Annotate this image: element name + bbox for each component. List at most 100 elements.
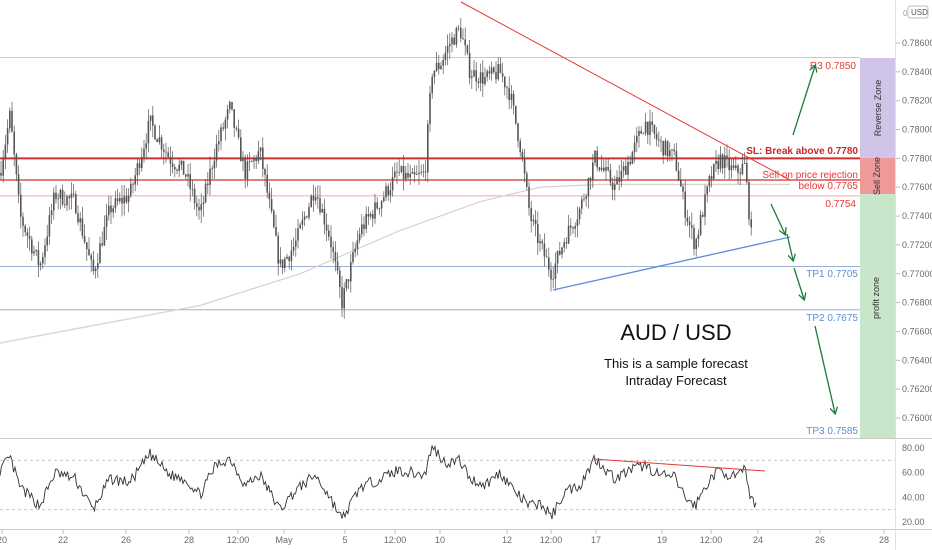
currency-box[interactable] (907, 5, 929, 19)
candle-body-93 (204, 183, 207, 203)
candle-body-26 (57, 198, 59, 200)
candle-body-245 (539, 241, 541, 244)
candle-body-79 (174, 166, 176, 170)
candle-body-136 (299, 224, 301, 229)
candle-body-246 (541, 241, 543, 244)
candle-body-234 (515, 105, 517, 124)
candle-body-297 (653, 125, 656, 134)
candle-body-90 (198, 206, 200, 211)
candle-body-0 (0, 172, 2, 176)
candle-body-163 (358, 234, 361, 241)
candle-body-183 (402, 165, 405, 180)
rsi-axis-ticks: 80.00 60.00 40.00 20.00 (902, 443, 925, 527)
candle-body-124 (273, 211, 275, 227)
candle-body-178 (391, 177, 394, 191)
candle-body-207 (455, 27, 458, 45)
candle-body-42 (92, 259, 95, 272)
candle-body-69 (152, 115, 154, 126)
candle-body-272 (598, 167, 601, 170)
candle-body-76 (167, 152, 169, 157)
candle-body-304 (669, 150, 671, 157)
candle-body-109 (240, 137, 242, 162)
candle-body-301 (662, 141, 664, 156)
candle-body-30 (66, 196, 68, 206)
candle-body-18 (39, 263, 42, 266)
candle-body-179 (394, 171, 396, 178)
candle-body-25 (55, 192, 57, 200)
candle-body-1 (2, 159, 4, 176)
candle-body-247 (543, 243, 546, 257)
candle-body-173 (380, 201, 383, 209)
down-arrow-1 (770, 203, 785, 234)
candle-body-177 (389, 190, 392, 196)
candle-body-309 (680, 180, 682, 187)
candle-body-189 (416, 174, 418, 175)
candle-body-320 (704, 194, 706, 217)
candle-body-168 (369, 213, 372, 217)
candle-body-232 (510, 93, 513, 101)
candle-body-210 (462, 38, 464, 40)
candle-body-22 (48, 215, 51, 237)
time-tick-10: 12:00 (540, 535, 563, 545)
candle-body-224 (493, 67, 495, 73)
candle-body-36 (79, 218, 81, 223)
candle-body-270 (594, 150, 596, 163)
price-tick-5: 0.77600 (902, 182, 932, 192)
candle-body-38 (83, 235, 86, 243)
candle-body-293 (644, 121, 647, 134)
candle-body-291 (640, 130, 642, 134)
candle-body-132 (290, 250, 293, 262)
candle-body-241 (530, 208, 532, 222)
candle-body-322 (708, 176, 711, 187)
candle-body-271 (596, 150, 598, 168)
candle-body-276 (607, 167, 609, 170)
candle-body-228 (501, 73, 504, 77)
candle-body-6 (13, 131, 15, 155)
candle-body-150 (330, 236, 332, 248)
candle-body-184 (405, 172, 407, 180)
candle-body-142 (312, 195, 315, 201)
candle-body-299 (658, 139, 660, 141)
support-trendline (552, 236, 791, 291)
candle-body-340 (748, 181, 750, 220)
candle-body-81 (178, 164, 180, 171)
candle-body-61 (134, 175, 136, 185)
candle-body-215 (473, 70, 475, 77)
currency-label: USD (911, 8, 928, 17)
candle-body-280 (616, 177, 618, 185)
r3-label: R3 0.7850 (810, 61, 857, 72)
candle-body-257 (565, 242, 568, 244)
candle-body-337 (741, 163, 744, 174)
candle-body-277 (609, 169, 612, 183)
candle-body-334 (735, 165, 737, 168)
candle-body-114 (251, 161, 253, 163)
candle-body-19 (42, 256, 44, 264)
candle-body-243 (534, 219, 537, 225)
time-tick-1: 22 (58, 535, 68, 545)
candle-body-213 (468, 52, 471, 79)
candle-body-205 (451, 37, 453, 45)
candle-body-119 (262, 147, 264, 169)
candle-body-45 (99, 243, 101, 264)
candle-body-167 (367, 213, 370, 217)
candle-body-86 (189, 174, 191, 189)
candle-body-330 (726, 155, 728, 158)
trendlines-layer (460, 1, 791, 291)
candle-body-101 (222, 127, 224, 129)
candle-body-227 (499, 64, 502, 74)
candle-body-333 (732, 165, 735, 168)
price-tick-4: 0.77800 (902, 153, 932, 163)
candle-body-231 (508, 88, 510, 101)
candle-body-164 (361, 224, 363, 235)
candle-body-153 (336, 261, 339, 271)
candle-body-105 (231, 101, 233, 110)
candle-body-49 (108, 205, 110, 216)
candle-body-9 (20, 194, 22, 217)
candle-body-95 (209, 168, 211, 186)
time-tick-14: 24 (753, 535, 763, 545)
header-mark: 0 (903, 9, 908, 18)
candle-body-212 (466, 45, 469, 53)
candle-body-151 (332, 247, 334, 252)
candle-body-62 (136, 163, 139, 176)
candle-body-89 (196, 203, 198, 207)
